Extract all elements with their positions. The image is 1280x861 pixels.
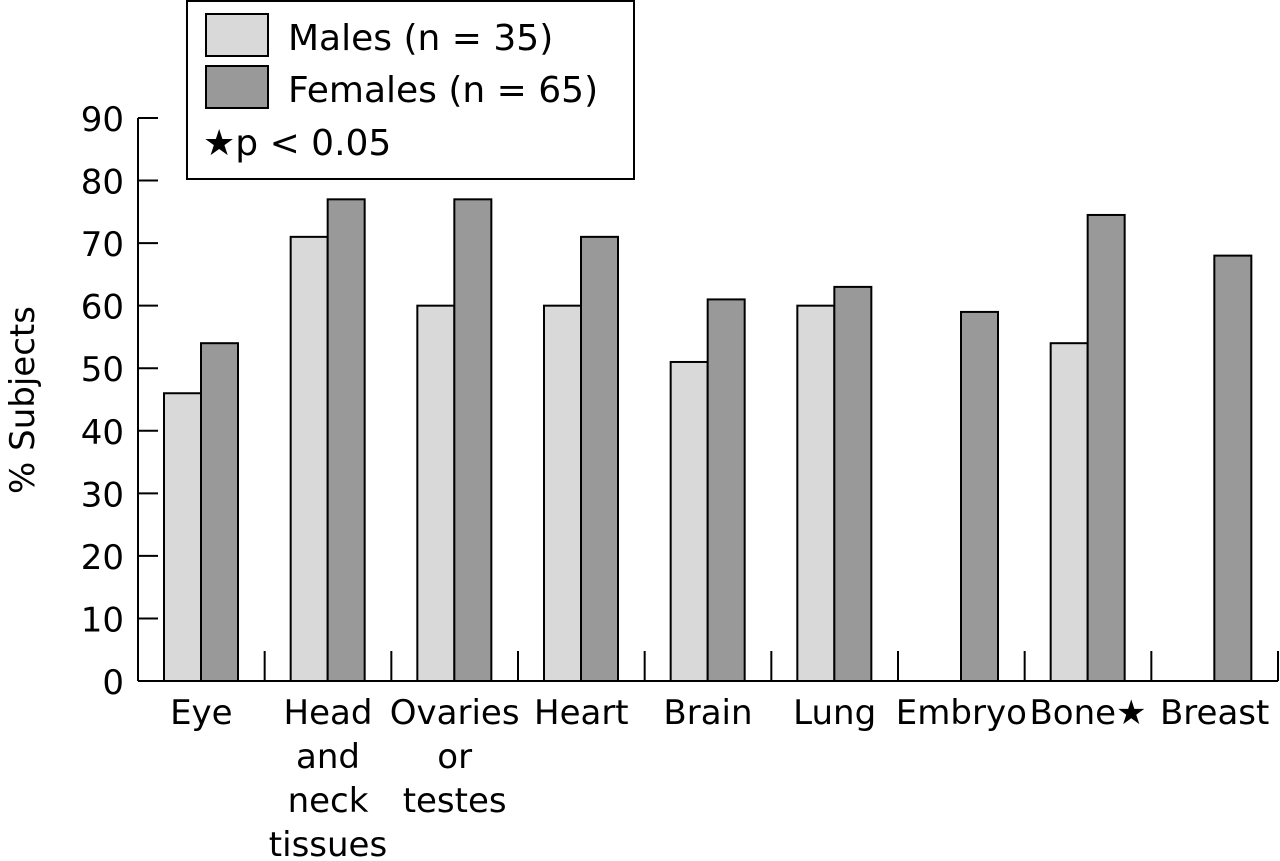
legend: Males (n = 35) Females (n = 65) ★p < 0.0… (186, 0, 635, 180)
bar-males (1049, 342, 1089, 682)
y-tick-label: 80 (81, 163, 124, 203)
y-axis-label: % Subjects (3, 306, 43, 494)
legend-swatch-females (205, 65, 269, 109)
x-tick-label: Ovaries or testes (390, 693, 520, 821)
x-tick-label: Breast (1160, 693, 1269, 733)
bar-females (580, 235, 619, 682)
bar-females (833, 285, 873, 682)
x-tick-label: Brain (663, 693, 752, 733)
x-tick-label: Embryo (896, 693, 1027, 733)
bar-males (289, 235, 329, 682)
bar-males (163, 392, 202, 682)
bar-males (796, 304, 836, 682)
y-tick-label: 20 (81, 538, 124, 578)
legend-label-females: Females (n = 65) (288, 70, 598, 111)
bar-females (200, 342, 239, 682)
bar-males (416, 304, 456, 682)
y-tick-label: 50 (81, 350, 124, 390)
bar-females (1086, 213, 1126, 682)
legend-label-males: Males (n = 35) (288, 18, 553, 59)
bar-males (543, 304, 582, 682)
y-tick-label: 40 (81, 413, 124, 453)
bar-females (1213, 254, 1253, 682)
y-tick-label: 90 (81, 100, 124, 140)
x-tick-label: Bone★ (1029, 693, 1146, 733)
bar-females (706, 298, 746, 682)
x-tick-label: Lung (793, 693, 876, 733)
y-tick-label: 30 (81, 475, 124, 515)
y-tick-label: 0 (102, 663, 124, 703)
x-tick-label: Heart (534, 693, 629, 733)
x-tick-label: Head and neck tissues (269, 693, 387, 861)
y-tick-label: 10 (81, 600, 124, 640)
bar-females (326, 198, 366, 682)
bar-females (453, 198, 493, 682)
bar-females (960, 310, 999, 682)
legend-note: ★p < 0.05 (203, 123, 391, 164)
y-tick-label: 60 (81, 288, 124, 328)
bar-males (669, 360, 709, 682)
y-tick-label: 70 (81, 225, 124, 265)
axes: 0 10 20 30 40 50 60 70 80 90 (81, 100, 1279, 703)
legend-swatch-males (205, 13, 269, 57)
bars (163, 198, 1253, 682)
x-tick-label: Eye (170, 693, 233, 733)
